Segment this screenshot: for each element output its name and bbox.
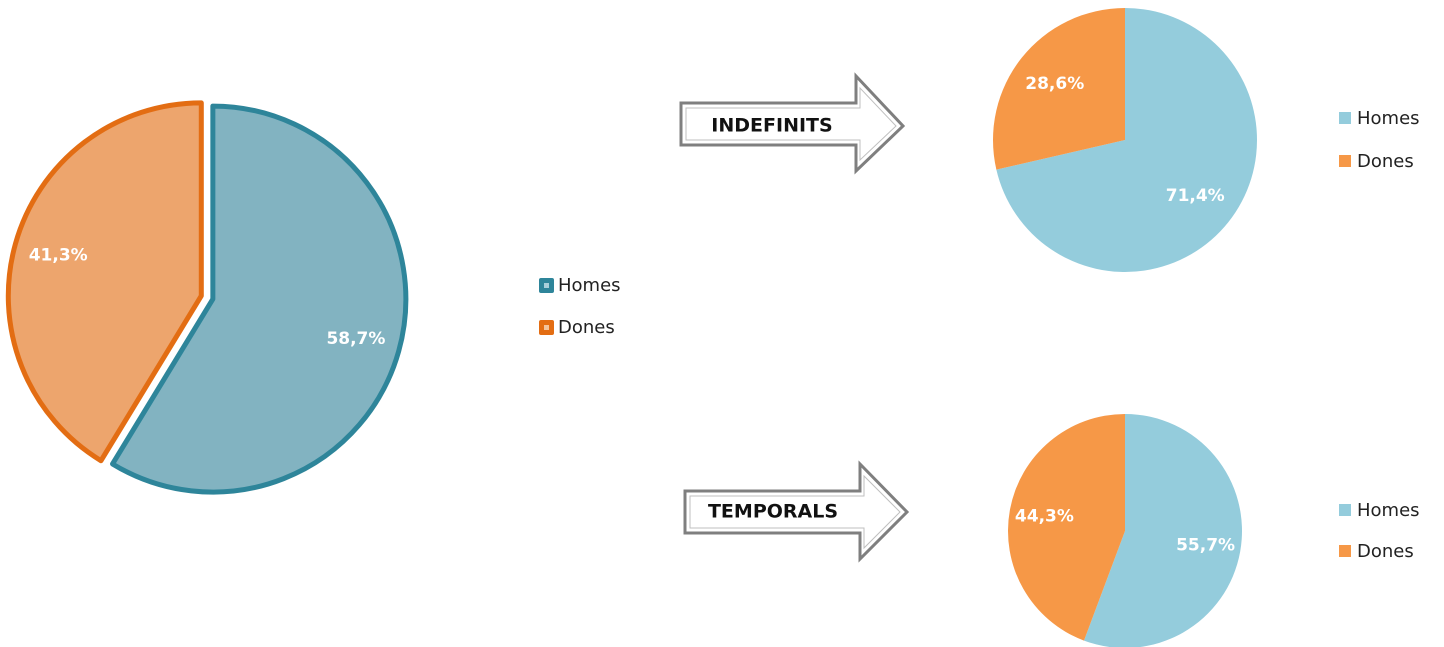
main-slice-dones: [5, 100, 204, 464]
arrow-temporals-shape: [683, 460, 910, 563]
arrow-temporals-inner: [689, 474, 901, 550]
temporals-legend-label-homes: Homes: [1357, 500, 1420, 521]
indefinits-slice-homes: [996, 8, 1257, 272]
temporals-legend-swatch-homes: [1339, 504, 1351, 516]
indefinits-legend-swatch-homes: [1339, 112, 1351, 124]
temporals-label-dones: 44,3%: [1015, 506, 1074, 526]
temporals-slice-homes: [1083, 414, 1242, 647]
indefinits-legend-label-homes: Homes: [1357, 108, 1420, 129]
legend-swatch-inner-dones: [544, 325, 549, 330]
indefinits-legend-swatch-dones: [1339, 155, 1351, 167]
indefinits-legend: Homes Dones: [1339, 108, 1420, 172]
temporals-legend: Homes Dones: [1339, 500, 1420, 562]
arrow-indefinits-label: INDEFINITS: [711, 115, 832, 137]
arrow-temporals-label: TEMPORALS: [708, 501, 838, 523]
arrow-indefinits: INDEFINITS: [679, 72, 906, 175]
arrow-temporals: TEMPORALS: [683, 460, 910, 563]
main-pie-chart: 58,7% 41,3%: [5, 100, 409, 495]
arrow-indefinits-inner: [685, 86, 897, 162]
indefinits-pie-chart: 71,4% 28,6%: [993, 8, 1257, 272]
legend-swatch-inner-homes: [544, 283, 549, 288]
main-legend: Homes Dones: [539, 275, 621, 338]
legend-label-homes: Homes: [558, 275, 621, 296]
main-slice-homes: [110, 103, 409, 495]
temporals-pie-chart: 55,7% 44,3%: [1007, 414, 1242, 647]
indefinits-legend-label-dones: Dones: [1357, 151, 1414, 172]
temporals-legend-label-dones: Dones: [1357, 541, 1414, 562]
indefinits-slice-dones: [993, 8, 1125, 170]
temporals-legend-swatch-dones: [1339, 545, 1351, 557]
temporals-slice-dones: [1007, 414, 1125, 641]
indefinits-label-homes: 71,4%: [1166, 186, 1225, 206]
main-label-homes: 58,7%: [326, 329, 385, 349]
temporals-label-homes: 55,7%: [1176, 536, 1235, 556]
legend-label-dones: Dones: [558, 317, 615, 338]
indefinits-label-dones: 28,6%: [1025, 74, 1084, 94]
main-label-dones: 41,3%: [29, 246, 88, 266]
arrow-indefinits-shape: [679, 72, 906, 175]
